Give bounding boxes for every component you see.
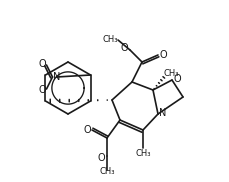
Text: N: N [159,108,166,118]
Text: O: O [158,50,166,60]
Text: O: O [172,74,180,84]
Text: O: O [38,59,46,69]
Text: O: O [83,125,90,135]
Text: O: O [120,43,127,53]
Text: CH₃: CH₃ [99,167,114,177]
Text: CH₃: CH₃ [135,149,150,159]
Text: N: N [53,72,60,82]
Text: CH₃: CH₃ [163,70,178,78]
Text: O: O [38,85,46,95]
Text: O: O [97,153,104,163]
Text: CH₃: CH₃ [102,35,117,43]
